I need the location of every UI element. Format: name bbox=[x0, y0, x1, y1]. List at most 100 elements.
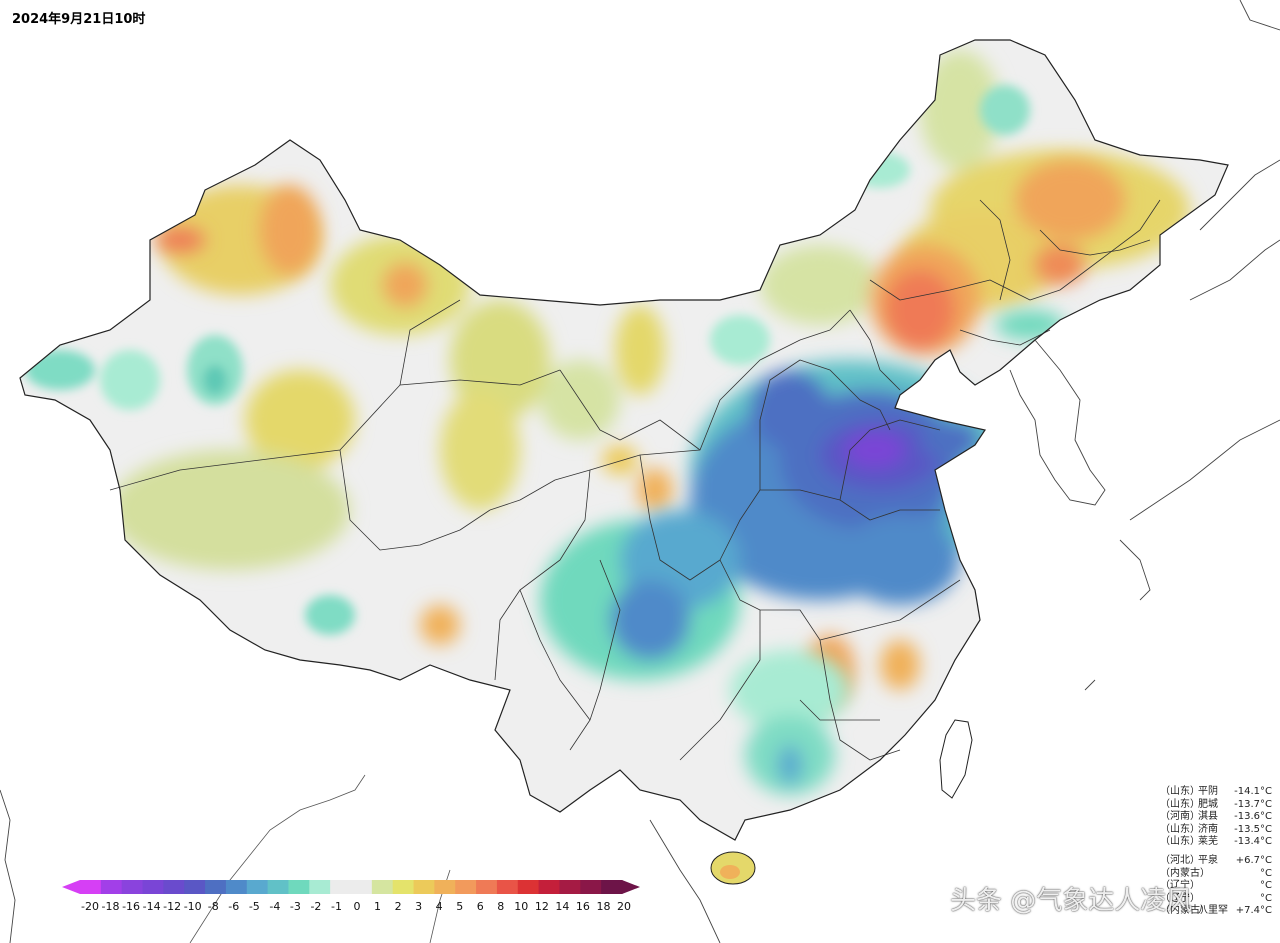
colorbar-tick-label: 0 bbox=[353, 900, 361, 913]
south-asia-coastline bbox=[189, 774, 451, 943]
station-name: 八里罕 bbox=[1198, 905, 1228, 917]
colorbar-segment bbox=[205, 880, 227, 894]
warm-station-row: （河北） 平泉 +6.7°C bbox=[1160, 855, 1272, 868]
colorbar-tick-label: -10 bbox=[183, 900, 202, 913]
colorbar-segment bbox=[225, 880, 248, 894]
station-value: -14.1°C bbox=[1234, 786, 1272, 797]
colorbar-tick-label: 20 bbox=[617, 900, 631, 913]
colorbar-segment bbox=[517, 880, 540, 894]
colorbar-tick-label: 10 bbox=[514, 900, 529, 913]
station-value: -13.4°C bbox=[1234, 836, 1272, 848]
colorbar-segment bbox=[80, 880, 102, 894]
cold-station-row: （山东） 济南 -13.5°C bbox=[1160, 824, 1272, 837]
station-province: （辽宁） bbox=[1160, 892, 1200, 904]
colorbar-tick-label: 2 bbox=[394, 900, 402, 913]
warm-station-row: （辽宁） °C bbox=[1160, 880, 1272, 893]
colorbar-segment bbox=[100, 880, 123, 894]
colorbar-segment bbox=[267, 880, 289, 894]
colorbar-segment bbox=[434, 880, 456, 894]
warm-station-row: （辽宁） °C bbox=[1160, 893, 1272, 906]
station-name bbox=[1198, 868, 1233, 881]
colorbar bbox=[62, 880, 640, 894]
cold-station-rows: （山东） 平阴 -14.1°C （山东） 肥城 -13.7°C （河南） 淇县 -13.6°C （… bbox=[1160, 786, 1272, 849]
station-province: （山东） bbox=[1160, 798, 1200, 810]
colorbar-tick-label: -2 bbox=[310, 900, 322, 913]
station-value: +7.4°C bbox=[1235, 905, 1272, 917]
colorbar-segment bbox=[121, 880, 144, 894]
station-value: °C bbox=[1260, 880, 1272, 892]
colorbar-tick-label: 12 bbox=[534, 900, 549, 913]
colorbar-tick-label: -12 bbox=[163, 900, 182, 913]
station-province: （河北） bbox=[1160, 854, 1200, 866]
colorbar-tick-label: -5 bbox=[248, 900, 260, 913]
station-value: +6.7°C bbox=[1235, 854, 1272, 866]
cold-station-row: （山东） 莱芜 -13.4°C bbox=[1160, 836, 1272, 849]
colorbar-segment bbox=[309, 880, 331, 894]
colorbar-tick-label: 1 bbox=[374, 900, 382, 913]
colorbar-tick-label: 5 bbox=[456, 900, 464, 913]
colorbar-tick-label: -3 bbox=[289, 900, 301, 913]
warm-station-row: （内蒙古） °C bbox=[1160, 868, 1272, 881]
colorbar-segment bbox=[142, 880, 164, 894]
colorbar-segment bbox=[351, 880, 373, 894]
colorbar-tick-label: 18 bbox=[596, 900, 611, 913]
watermark-text: 头条 @气象达人凌风 bbox=[950, 886, 1193, 916]
cold-station-row: （河南） 淇县 -13.6°C bbox=[1160, 811, 1272, 824]
colorbar-segment bbox=[413, 880, 435, 894]
station-list: （山东） 平阴 -14.1°C （山东） 肥城 -13.7°C （河南） 淇县 -13.6°C （… bbox=[1160, 786, 1272, 918]
colorbar-segment bbox=[455, 880, 477, 894]
station-province: （辽宁） bbox=[1160, 880, 1200, 892]
station-value: -13.7°C bbox=[1234, 798, 1272, 810]
colorbar-tick-label: -18 bbox=[101, 900, 120, 913]
colorbar-segment bbox=[538, 880, 560, 894]
colorbar-tick-label: 6 bbox=[476, 900, 484, 913]
station-name bbox=[1198, 880, 1233, 893]
colorbar-segment bbox=[392, 880, 415, 894]
colorbar-arrow-right bbox=[622, 880, 640, 894]
colorbar-segment bbox=[330, 880, 352, 894]
station-province: （内蒙古） bbox=[1160, 905, 1210, 917]
colorbar-tick-label: 8 bbox=[497, 900, 505, 913]
station-province: （山东） bbox=[1160, 836, 1200, 848]
colorbar-labels: -20 -18 -16 -14 -12 -10 -8 -6 -5 -4 -3 -2 -1 0 1 2 3 4 5 6 8… bbox=[62, 900, 642, 916]
station-name: 肥城 bbox=[1198, 798, 1218, 810]
colorbar-tick-label: 3 bbox=[415, 900, 423, 913]
colorbar-tick-label: -14 bbox=[142, 900, 161, 913]
station-province: （山东） bbox=[1160, 786, 1200, 797]
anomaly-fields bbox=[25, 50, 1190, 795]
colorbar-tick-label: 14 bbox=[555, 900, 570, 913]
station-name: 平泉 bbox=[1198, 854, 1218, 866]
colorbar-segment bbox=[288, 880, 310, 894]
colorbar-arrow-left bbox=[62, 880, 80, 894]
station-name bbox=[1198, 893, 1233, 906]
colorbar-tick-label: 4 bbox=[435, 900, 443, 913]
colorbar-segment bbox=[371, 880, 394, 894]
station-value: -13.6°C bbox=[1234, 811, 1272, 823]
cold-station-row: （山东） 平阴 -14.1°C bbox=[1160, 786, 1272, 799]
colorbar-segment bbox=[476, 880, 498, 894]
station-province: （河南） bbox=[1160, 811, 1200, 823]
cold-station-row: （山东） 肥城 -13.7°C bbox=[1160, 799, 1272, 812]
station-name: 莱芜 bbox=[1198, 836, 1218, 848]
warm-station-row: （内蒙古） 八里罕 +7.4°C bbox=[1160, 905, 1272, 918]
colorbar-tick-label: -8 bbox=[207, 900, 219, 913]
province-borders bbox=[109, 199, 1161, 761]
colorbar-tick-label: -16 bbox=[122, 900, 141, 913]
warm-station-rows: （河北） 平泉 +6.7°C （内蒙古） °C （辽宁） °C （辽宁） °C （内蒙古） 八里罕 +… bbox=[1160, 855, 1272, 918]
taiwan-island bbox=[939, 719, 973, 799]
station-value: °C bbox=[1260, 892, 1272, 904]
china-outline bbox=[19, 39, 1229, 841]
colorbar-segment bbox=[601, 880, 623, 894]
station-name: 淇县 bbox=[1198, 811, 1218, 823]
colorbar-tick-label: -1 bbox=[330, 900, 342, 913]
colorbar-segment bbox=[580, 880, 602, 894]
colorbar-tick-label: -20 bbox=[81, 900, 99, 913]
colorbar-segment bbox=[163, 880, 185, 894]
station-value: °C bbox=[1260, 867, 1272, 879]
station-province: （内蒙古） bbox=[1160, 867, 1210, 879]
colorbar-segment bbox=[184, 880, 206, 894]
station-province: （山东） bbox=[1160, 823, 1200, 835]
station-value: -13.5°C bbox=[1234, 823, 1272, 835]
colorbar-segment bbox=[496, 880, 519, 894]
